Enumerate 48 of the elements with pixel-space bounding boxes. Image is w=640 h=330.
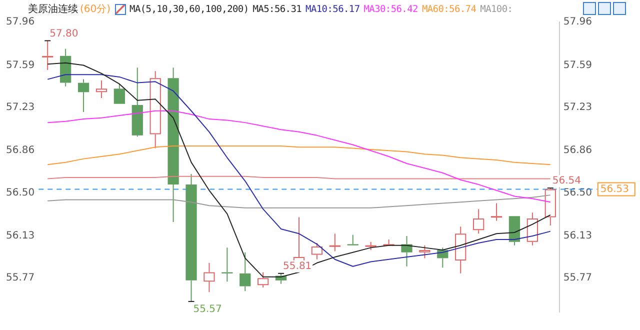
y2-tick-label: 56.86 (563, 145, 592, 156)
candlestick (401, 235, 412, 267)
candlestick (132, 67, 143, 138)
text: MA10:56.17 (306, 4, 360, 14)
y-tick-label: 57.96 (6, 16, 35, 28)
candlestick (186, 174, 197, 302)
y-tick-label: 55.77 (6, 272, 35, 284)
candlestick (347, 234, 358, 246)
candlestick (96, 80, 108, 99)
candlestick (222, 247, 233, 282)
candlestick (490, 202, 502, 222)
candlestick (473, 208, 484, 234)
y-tick-label: 57.59 (6, 60, 35, 71)
text: MA(5,10,30,60,100,200) (130, 4, 249, 14)
text: MA30:56.42 (364, 4, 418, 14)
y2-tick-label: 55.77 (563, 272, 592, 284)
y2-tick-label: 56.50 (563, 187, 592, 198)
candlestick (329, 233, 340, 252)
y-tick-label: 57.23 (6, 102, 35, 113)
candlestick (150, 70, 161, 149)
candlestick (455, 226, 466, 274)
y2-tick-label: 56.13 (563, 230, 592, 242)
candlestick (204, 262, 215, 293)
y2-tick-label: 57.23 (563, 102, 592, 113)
annotation: 55.57 (193, 304, 222, 316)
chart-subtitle: (60分) (80, 3, 111, 16)
candlestick (383, 239, 394, 246)
candlestick (311, 242, 323, 260)
candlestick (240, 252, 251, 292)
annotation: 56.54 (552, 176, 582, 187)
y2-tick-label: 57.96 (563, 16, 592, 28)
annotation: 55.81 (283, 261, 312, 272)
text: MA5:56.31 (252, 4, 302, 14)
candlestick (168, 67, 179, 222)
y-tick-label: 56.50 (6, 187, 35, 198)
y2-tick-label: 57.59 (563, 60, 592, 71)
candlestick (508, 216, 520, 246)
candlestick (526, 212, 538, 246)
text: MA60:56.74 (422, 4, 476, 14)
annotation: 57.80 (50, 28, 78, 40)
chart-title: 美原油连续 (28, 2, 78, 16)
candlestick (60, 48, 72, 87)
candlestick (419, 244, 430, 259)
y-tick-label: 56.86 (6, 145, 35, 156)
candlestick (78, 78, 90, 113)
ref-line-label: 56.53 (600, 184, 630, 195)
y-tick-label: 56.13 (6, 230, 35, 242)
text: MA100: (480, 4, 513, 14)
